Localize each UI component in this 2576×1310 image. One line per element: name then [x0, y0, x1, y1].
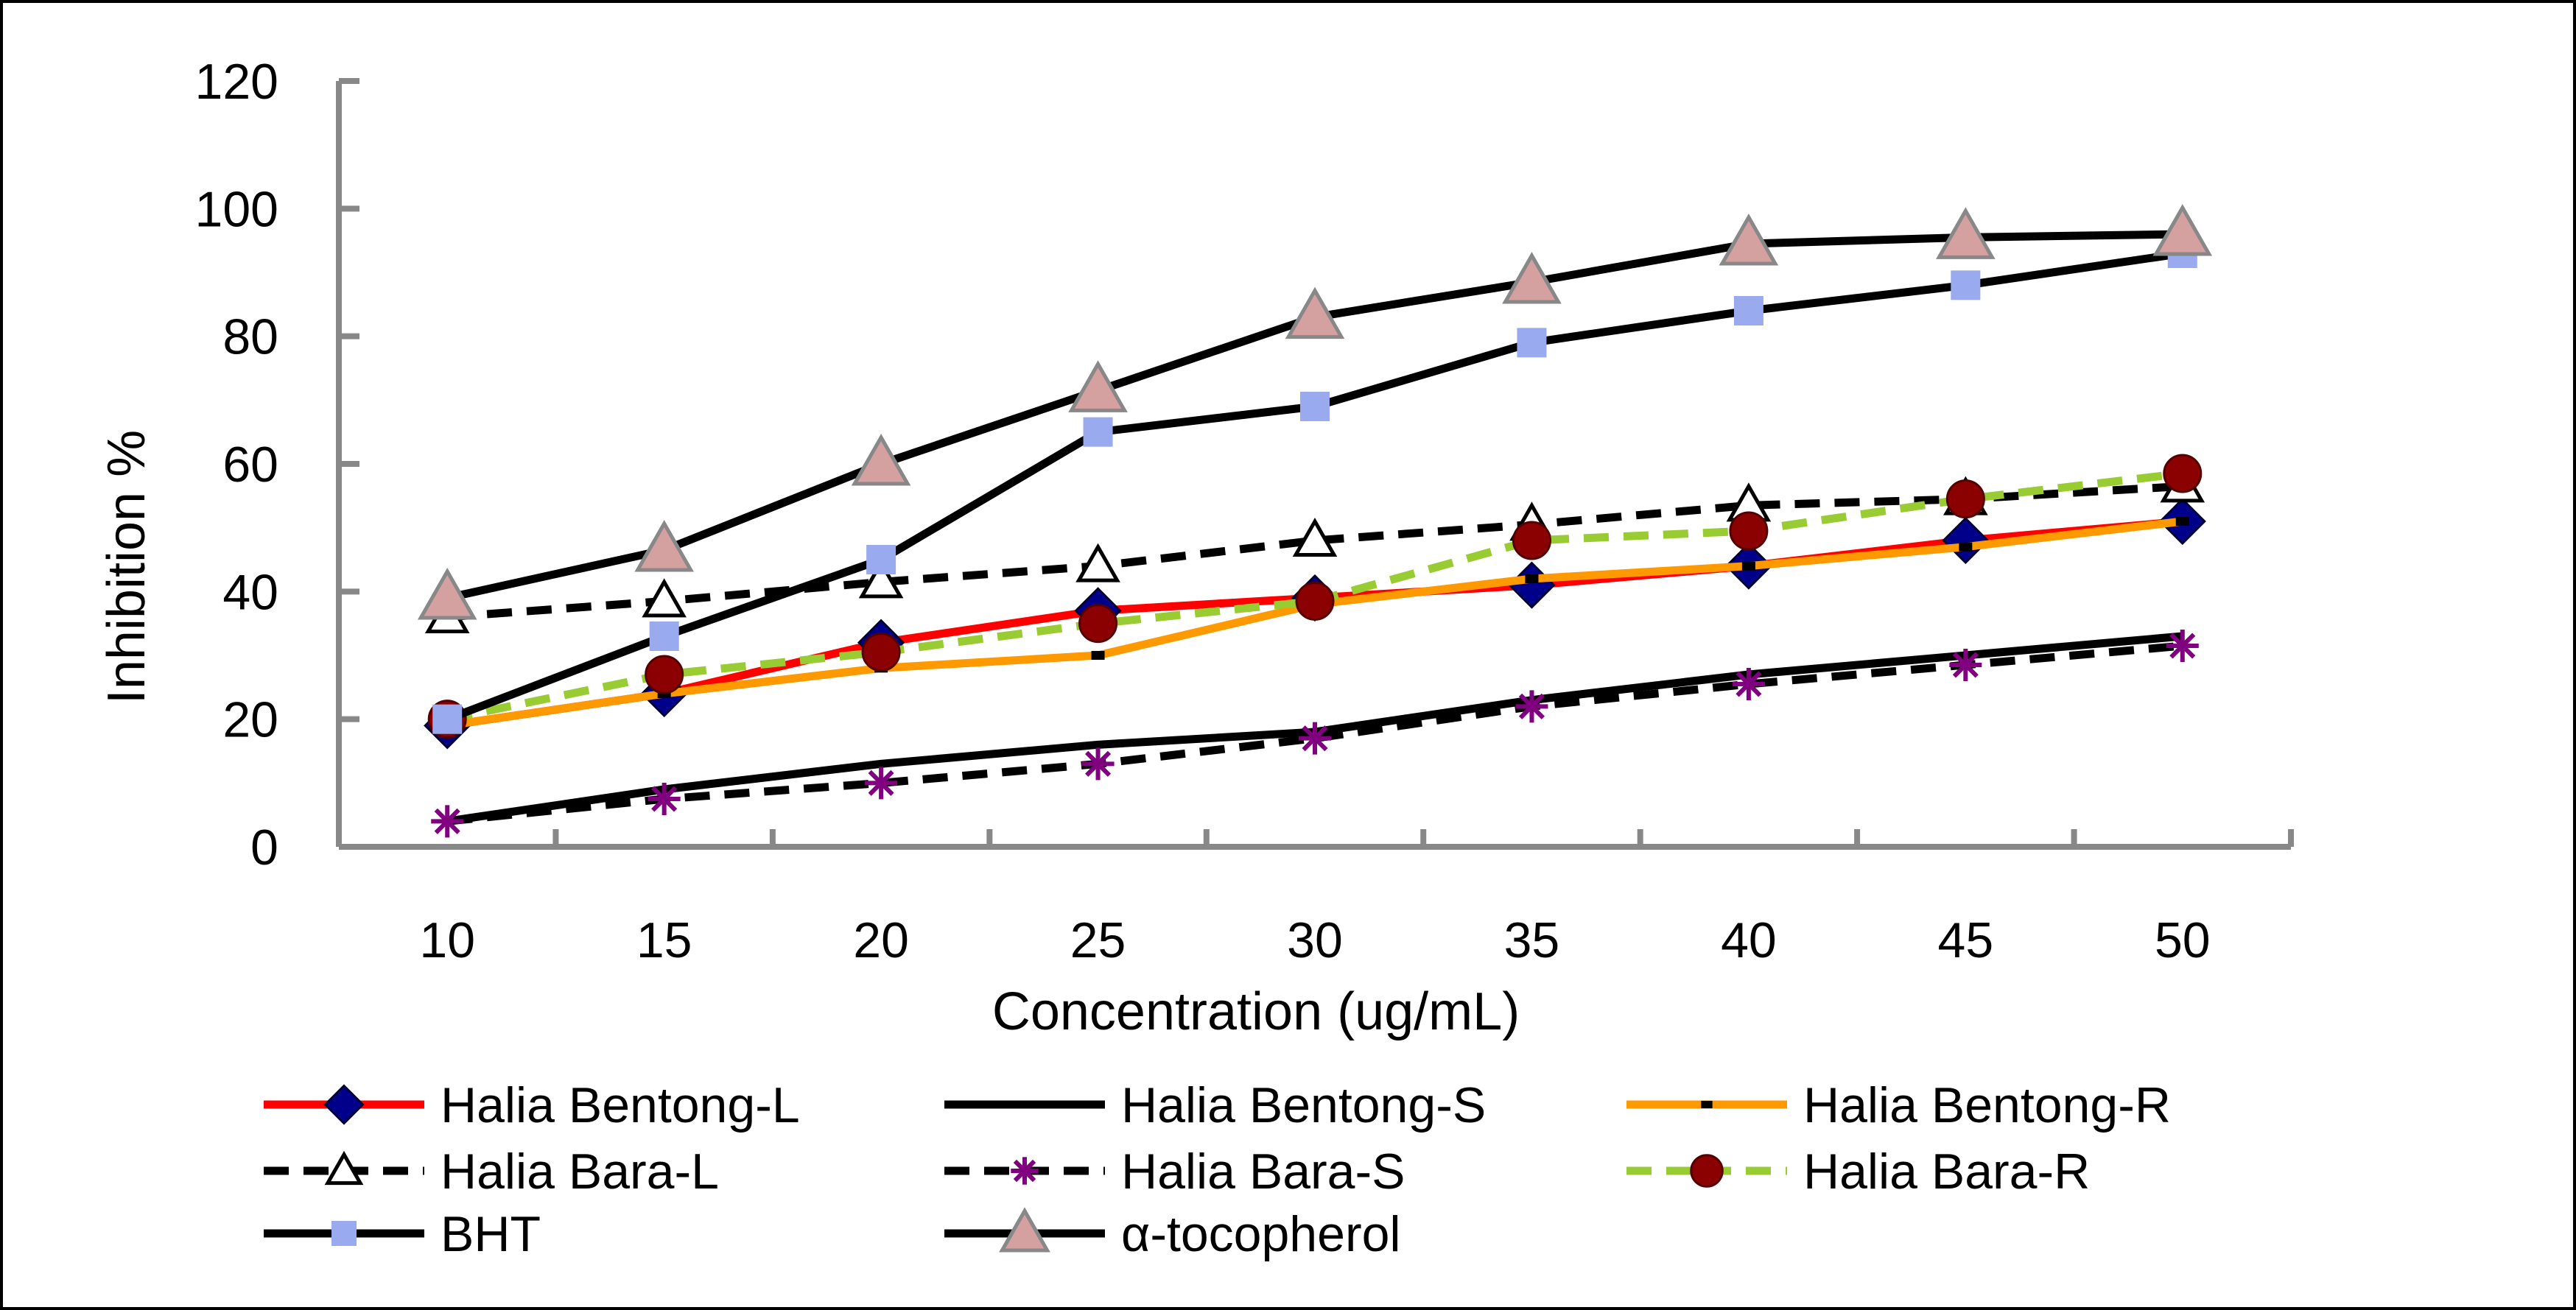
legend-label: Halia Bara-S [1121, 1144, 1405, 1200]
data-point [866, 545, 896, 574]
data-point [851, 433, 911, 486]
data-point [647, 783, 681, 815]
y-tick-label: 0 [250, 820, 278, 876]
data-point [645, 655, 684, 694]
data-point [1300, 392, 1330, 421]
data-point [1078, 604, 1118, 644]
legend-item: Halia Bentong-L [264, 1077, 800, 1133]
x-tick-label: 10 [419, 912, 475, 968]
data-point [1295, 581, 1335, 621]
legend-item: Halia Bentong-S [944, 1077, 1486, 1133]
data-point [634, 519, 694, 572]
data-point [417, 567, 477, 620]
data-point [1515, 690, 1548, 723]
y-tick-label: 60 [222, 437, 278, 493]
data-point [2163, 454, 2203, 493]
y-axis-title: Inhibition % [97, 430, 156, 704]
legend-marker [331, 1221, 357, 1246]
x-tick-label: 35 [1504, 912, 1560, 968]
legend-label: Halia Bentong-L [441, 1077, 800, 1133]
data-point [1936, 207, 1996, 259]
legend: Halia Bentong-L Halia Bentong-S Halia Bent… [264, 1077, 2171, 1262]
data-point [642, 578, 687, 618]
x-tick-label: 45 [1938, 912, 1994, 968]
legend-marker [1011, 1157, 1039, 1185]
data-point [2175, 517, 2189, 526]
series-bht [432, 239, 2197, 734]
series-line [446, 641, 2183, 825]
legend-label: Halia Bara-R [1803, 1144, 2090, 1200]
legend-marker [323, 1084, 365, 1125]
legend-item: Halia Bara-L [264, 1144, 719, 1200]
data-point [861, 633, 901, 672]
data-point [1945, 479, 1985, 519]
x-tick-label: 15 [636, 912, 692, 968]
axes: 0 20 40 60 80 100 120 10 15 20 25 30 35 40 45 50 [195, 54, 2294, 968]
data-point [1733, 296, 1763, 325]
y-tick-label: 100 [195, 181, 278, 237]
legend-item: Halia Bentong-R [1626, 1077, 2171, 1133]
data-point [865, 767, 898, 800]
y-tick-label: 120 [195, 54, 278, 110]
legend-marker [1690, 1154, 1724, 1188]
data-point [1299, 722, 1331, 755]
data-point [432, 704, 463, 734]
legend-label: Halia Bara-L [441, 1144, 719, 1200]
legend-label: BHT [441, 1206, 541, 1262]
legend-marker [1701, 1100, 1713, 1109]
y-tick-label: 20 [222, 692, 278, 748]
series-halia-bara-s [431, 630, 2199, 838]
data-point [1075, 543, 1120, 582]
legend-item: BHT [264, 1206, 541, 1262]
data-point [649, 621, 679, 651]
y-tick-label: 80 [222, 309, 278, 365]
series-line [446, 482, 2183, 621]
data-point [1732, 668, 1765, 700]
data-point [1502, 251, 1562, 304]
data-point [1083, 417, 1113, 447]
x-tick-label: 20 [853, 912, 909, 968]
data-point [1068, 360, 1128, 412]
data-point [1942, 516, 1990, 565]
data-point [1517, 328, 1547, 358]
series-tocopherol [417, 203, 2213, 620]
data-point [1508, 561, 1556, 609]
data-point [1741, 561, 1755, 571]
data-point [858, 559, 904, 599]
x-tick-label: 50 [2155, 912, 2211, 968]
data-point [1091, 651, 1105, 660]
legend-label: α-tocopherol [1121, 1206, 1401, 1262]
data-point [1285, 286, 1345, 339]
data-point [1951, 270, 1981, 300]
legend-item: Halia Bara-R [1626, 1144, 2090, 1200]
data-point [1729, 511, 1769, 551]
data-point [1292, 517, 1338, 557]
data-point [1949, 649, 1982, 681]
data-point [1081, 747, 1115, 781]
data-point [2152, 203, 2213, 256]
data-point [1525, 574, 1539, 583]
x-tick-label: 30 [1287, 912, 1343, 968]
data-point [1512, 521, 1551, 560]
legend-label: Halia Bentong-S [1121, 1077, 1486, 1133]
series-layer [417, 203, 2213, 838]
legend-label: Halia Bentong-R [1803, 1077, 2171, 1133]
data-point [431, 805, 464, 838]
legend-marker [324, 1150, 364, 1186]
data-point [2166, 630, 2199, 662]
legend-marker [999, 1207, 1050, 1253]
legend-item: Halia Bara-S [944, 1144, 1405, 1200]
x-tick-label: 25 [1070, 912, 1126, 968]
data-point [1959, 542, 1973, 552]
x-tick-label: 40 [1721, 912, 1777, 968]
legend-item: α-tocopherol [944, 1206, 1401, 1262]
data-point [1719, 213, 1779, 266]
x-axis-title: Concentration (ug/mL) [992, 982, 1520, 1041]
y-tick-label: 40 [222, 564, 278, 620]
